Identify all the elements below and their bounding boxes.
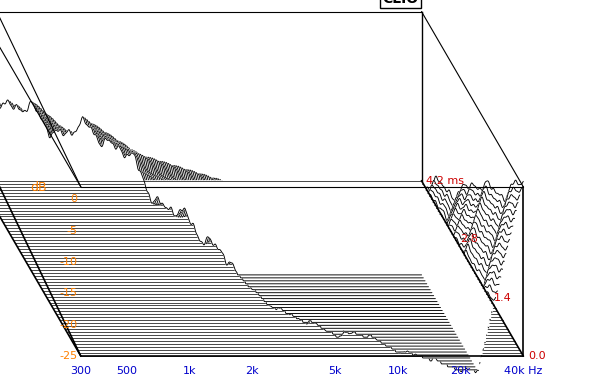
Text: 500: 500: [117, 366, 138, 376]
Polygon shape: [48, 158, 490, 326]
Polygon shape: [79, 180, 521, 353]
Polygon shape: [0, 95, 423, 278]
Text: 40k Hz: 40k Hz: [504, 366, 542, 376]
Polygon shape: [0, 106, 435, 299]
Polygon shape: [43, 153, 486, 346]
Polygon shape: [75, 182, 518, 347]
Polygon shape: [38, 149, 480, 365]
Polygon shape: [0, 112, 441, 308]
Polygon shape: [36, 147, 478, 373]
Polygon shape: [51, 162, 494, 312]
Polygon shape: [10, 123, 453, 328]
Text: 2.8: 2.8: [460, 234, 478, 244]
Polygon shape: [22, 134, 465, 349]
Polygon shape: [67, 175, 509, 332]
Polygon shape: [0, 96, 425, 281]
Polygon shape: [1, 115, 444, 314]
Polygon shape: [24, 136, 466, 352]
Polygon shape: [0, 100, 429, 287]
Polygon shape: [46, 156, 489, 333]
Polygon shape: [0, 108, 437, 301]
Polygon shape: [16, 128, 458, 337]
Polygon shape: [34, 145, 477, 370]
Polygon shape: [69, 176, 511, 335]
Polygon shape: [17, 129, 459, 340]
Text: 0: 0: [71, 194, 78, 204]
Polygon shape: [3, 116, 446, 316]
Text: 1.4: 1.4: [494, 293, 512, 303]
Polygon shape: [65, 175, 508, 329]
Polygon shape: [55, 165, 498, 312]
Polygon shape: [60, 170, 502, 320]
Polygon shape: [26, 138, 468, 355]
Text: CLIO: CLIO: [383, 0, 419, 6]
Polygon shape: [71, 177, 513, 338]
Polygon shape: [39, 151, 482, 358]
Polygon shape: [12, 124, 454, 331]
Text: 1k: 1k: [183, 366, 196, 376]
Text: dB: dB: [30, 181, 47, 194]
Polygon shape: [62, 172, 504, 323]
Text: 2k: 2k: [246, 366, 259, 376]
Text: 0.0: 0.0: [528, 351, 545, 361]
Text: -5: -5: [67, 226, 78, 236]
Polygon shape: [53, 164, 496, 308]
Polygon shape: [8, 121, 451, 325]
Text: 4.2 ms: 4.2 ms: [426, 176, 465, 186]
Polygon shape: [0, 103, 432, 293]
Polygon shape: [63, 173, 506, 326]
Polygon shape: [28, 139, 470, 358]
Text: -25: -25: [60, 351, 78, 361]
Polygon shape: [59, 168, 501, 317]
Polygon shape: [0, 93, 422, 275]
Polygon shape: [20, 132, 463, 346]
Polygon shape: [30, 142, 473, 364]
Polygon shape: [50, 160, 492, 319]
Text: -15: -15: [60, 288, 78, 298]
Polygon shape: [44, 155, 487, 340]
Polygon shape: [74, 180, 516, 344]
Polygon shape: [0, 104, 434, 296]
Polygon shape: [0, 102, 430, 290]
Polygon shape: [7, 119, 449, 322]
Polygon shape: [0, 113, 443, 310]
Polygon shape: [41, 152, 484, 352]
Polygon shape: [32, 143, 475, 367]
Text: 5k: 5k: [328, 366, 342, 376]
Polygon shape: [77, 183, 520, 350]
Polygon shape: [0, 98, 427, 284]
Polygon shape: [81, 176, 523, 356]
Polygon shape: [0, 110, 439, 305]
Text: 10k: 10k: [388, 366, 408, 376]
Polygon shape: [19, 130, 461, 343]
Polygon shape: [29, 140, 472, 361]
Text: -10: -10: [60, 257, 78, 267]
Polygon shape: [5, 117, 447, 319]
Text: 300: 300: [70, 366, 91, 376]
Text: 20k: 20k: [450, 366, 471, 376]
Polygon shape: [72, 178, 515, 341]
Polygon shape: [14, 126, 456, 334]
Polygon shape: [57, 166, 499, 314]
Text: -20: -20: [60, 320, 78, 329]
